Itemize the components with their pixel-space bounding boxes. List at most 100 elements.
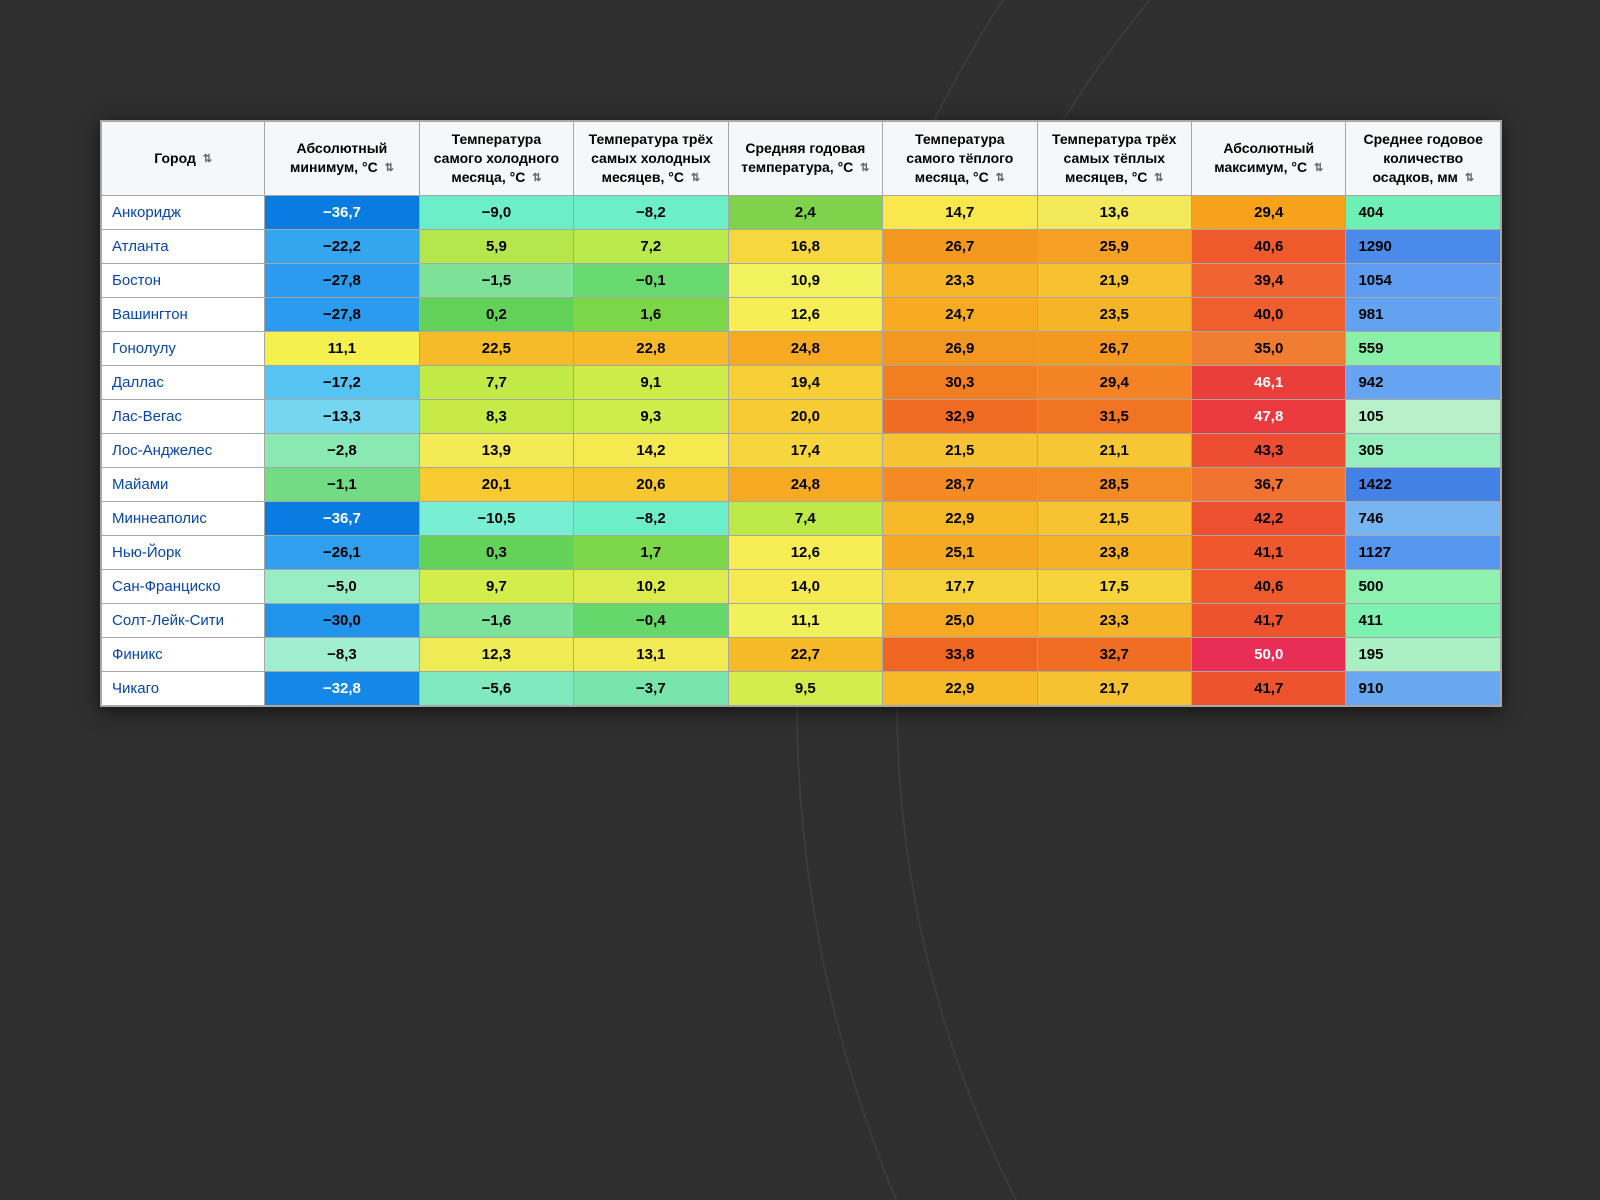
- precip-cell: 105: [1346, 399, 1501, 433]
- table-row: Даллас−17,27,79,119,430,329,446,1942: [102, 365, 1501, 399]
- city-cell[interactable]: Сан-Франциско: [102, 569, 265, 603]
- precip-cell: 559: [1346, 331, 1501, 365]
- precip-cell: 411: [1346, 603, 1501, 637]
- sort-icon[interactable]: ⇅: [1465, 171, 1474, 186]
- value-cell: 13,6: [1037, 195, 1191, 229]
- city-cell[interactable]: Солт-Лейк-Сити: [102, 603, 265, 637]
- table-row: Лос-Анджелес−2,813,914,217,421,521,143,3…: [102, 433, 1501, 467]
- city-cell[interactable]: Атланта: [102, 229, 265, 263]
- value-cell: 40,6: [1192, 569, 1346, 603]
- value-cell: 13,9: [419, 433, 573, 467]
- column-header-label: Средняя годовая температура, °C: [741, 140, 865, 175]
- value-cell: 33,8: [883, 637, 1037, 671]
- table-row: Гонолулу11,122,522,824,826,926,735,0559: [102, 331, 1501, 365]
- table-row: Атланта−22,25,97,216,826,725,940,61290: [102, 229, 1501, 263]
- city-cell[interactable]: Бостон: [102, 263, 265, 297]
- value-cell: 22,9: [883, 501, 1037, 535]
- sort-icon[interactable]: ⇅: [385, 161, 394, 176]
- value-cell: 1,6: [574, 297, 728, 331]
- precip-cell: 746: [1346, 501, 1501, 535]
- city-cell[interactable]: Лос-Анджелес: [102, 433, 265, 467]
- city-cell[interactable]: Финикс: [102, 637, 265, 671]
- value-cell: 32,7: [1037, 637, 1191, 671]
- value-cell: 20,0: [728, 399, 882, 433]
- value-cell: 9,5: [728, 671, 882, 705]
- column-header[interactable]: Среднее годовое количество осадков, мм ⇅: [1346, 122, 1501, 196]
- value-cell: −30,0: [265, 603, 419, 637]
- value-cell: 25,0: [883, 603, 1037, 637]
- table-row: Лас-Вегас−13,38,39,320,032,931,547,8105: [102, 399, 1501, 433]
- value-cell: 50,0: [1192, 637, 1346, 671]
- value-cell: −8,2: [574, 501, 728, 535]
- city-cell[interactable]: Вашингтон: [102, 297, 265, 331]
- column-header[interactable]: Абсолютный максимум, °C ⇅: [1192, 122, 1346, 196]
- column-header[interactable]: Абсолютный минимум, °C ⇅: [265, 122, 419, 196]
- value-cell: 24,8: [728, 467, 882, 501]
- column-header[interactable]: Город ⇅: [102, 122, 265, 196]
- value-cell: −1,1: [265, 467, 419, 501]
- sort-icon[interactable]: ⇅: [532, 171, 541, 186]
- precip-cell: 1290: [1346, 229, 1501, 263]
- value-cell: 23,3: [1037, 603, 1191, 637]
- value-cell: 7,2: [574, 229, 728, 263]
- city-cell[interactable]: Анкоридж: [102, 195, 265, 229]
- sort-icon[interactable]: ⇅: [996, 171, 1005, 186]
- value-cell: −5,6: [419, 671, 573, 705]
- sort-icon[interactable]: ⇅: [860, 161, 869, 176]
- value-cell: 21,5: [883, 433, 1037, 467]
- column-header-label: Абсолютный максимум, °C: [1214, 140, 1314, 175]
- value-cell: 5,9: [419, 229, 573, 263]
- city-cell[interactable]: Гонолулу: [102, 331, 265, 365]
- value-cell: 32,9: [883, 399, 1037, 433]
- city-cell[interactable]: Нью-Йорк: [102, 535, 265, 569]
- value-cell: 40,0: [1192, 297, 1346, 331]
- table-row: Сан-Франциско−5,09,710,214,017,717,540,6…: [102, 569, 1501, 603]
- sort-icon[interactable]: ⇅: [691, 171, 700, 186]
- value-cell: −0,4: [574, 603, 728, 637]
- precip-cell: 404: [1346, 195, 1501, 229]
- city-cell[interactable]: Майами: [102, 467, 265, 501]
- city-cell[interactable]: Чикаго: [102, 671, 265, 705]
- sort-icon[interactable]: ⇅: [1154, 171, 1163, 186]
- table-body: Анкоридж−36,7−9,0−8,22,414,713,629,4404А…: [102, 195, 1501, 705]
- column-header[interactable]: Температура трёх самых холодных месяцев,…: [574, 122, 728, 196]
- value-cell: 7,4: [728, 501, 882, 535]
- precip-cell: 195: [1346, 637, 1501, 671]
- value-cell: 12,3: [419, 637, 573, 671]
- value-cell: 41,7: [1192, 603, 1346, 637]
- value-cell: 31,5: [1037, 399, 1191, 433]
- table-row: Солт-Лейк-Сити−30,0−1,6−0,411,125,023,34…: [102, 603, 1501, 637]
- precip-cell: 305: [1346, 433, 1501, 467]
- sort-icon[interactable]: ⇅: [203, 152, 212, 167]
- value-cell: 29,4: [1037, 365, 1191, 399]
- value-cell: 36,7: [1192, 467, 1346, 501]
- column-header[interactable]: Температура трёх самых тёплых месяцев, °…: [1037, 122, 1191, 196]
- table-row: Бостон−27,8−1,5−0,110,923,321,939,41054: [102, 263, 1501, 297]
- column-header[interactable]: Температура самого холодного месяца, °C …: [419, 122, 573, 196]
- value-cell: 0,3: [419, 535, 573, 569]
- value-cell: 13,1: [574, 637, 728, 671]
- value-cell: −36,7: [265, 195, 419, 229]
- value-cell: −27,8: [265, 297, 419, 331]
- sort-icon[interactable]: ⇅: [1314, 161, 1323, 176]
- city-cell[interactable]: Лас-Вегас: [102, 399, 265, 433]
- value-cell: 25,1: [883, 535, 1037, 569]
- column-header[interactable]: Температура самого тёплого месяца, °C ⇅: [883, 122, 1037, 196]
- value-cell: −0,1: [574, 263, 728, 297]
- city-cell[interactable]: Даллас: [102, 365, 265, 399]
- value-cell: 41,1: [1192, 535, 1346, 569]
- value-cell: 14,2: [574, 433, 728, 467]
- value-cell: −26,1: [265, 535, 419, 569]
- precip-cell: 910: [1346, 671, 1501, 705]
- value-cell: −10,5: [419, 501, 573, 535]
- value-cell: 22,8: [574, 331, 728, 365]
- column-header[interactable]: Средняя годовая температура, °C ⇅: [728, 122, 882, 196]
- value-cell: 20,6: [574, 467, 728, 501]
- city-cell[interactable]: Миннеаполис: [102, 501, 265, 535]
- value-cell: 47,8: [1192, 399, 1346, 433]
- value-cell: −36,7: [265, 501, 419, 535]
- table-row: Нью-Йорк−26,10,31,712,625,123,841,11127: [102, 535, 1501, 569]
- value-cell: 10,2: [574, 569, 728, 603]
- value-cell: 24,8: [728, 331, 882, 365]
- table-row: Чикаго−32,8−5,6−3,79,522,921,741,7910: [102, 671, 1501, 705]
